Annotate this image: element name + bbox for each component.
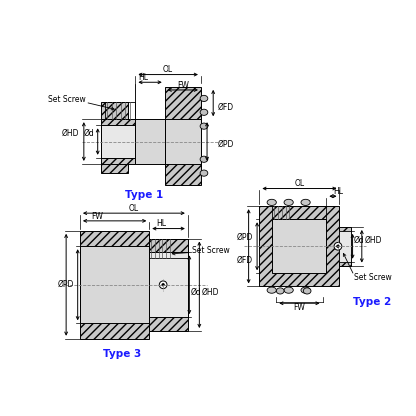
Ellipse shape: [267, 199, 276, 206]
Circle shape: [334, 243, 342, 250]
Text: ØHD: ØHD: [202, 288, 219, 297]
Text: OL: OL: [163, 65, 173, 74]
Ellipse shape: [301, 199, 310, 206]
Text: HL: HL: [156, 220, 166, 228]
Text: ØPD: ØPD: [218, 139, 234, 149]
Ellipse shape: [200, 95, 208, 102]
Ellipse shape: [284, 287, 293, 293]
Bar: [136, 119, 165, 164]
Bar: [101, 164, 128, 173]
Bar: [284, 231, 315, 262]
Ellipse shape: [200, 109, 208, 115]
Bar: [339, 227, 351, 265]
Text: HL: HL: [333, 187, 343, 196]
Text: Ød: Ød: [84, 129, 94, 138]
Bar: [339, 231, 351, 262]
Text: ØHD: ØHD: [62, 129, 79, 138]
Text: HL: HL: [138, 73, 148, 82]
Bar: [260, 206, 339, 286]
Bar: [101, 119, 136, 164]
Text: Set Screw: Set Screw: [47, 95, 85, 104]
Ellipse shape: [267, 287, 276, 293]
Text: FW: FW: [178, 81, 190, 90]
Text: Type 1: Type 1: [125, 190, 163, 200]
Bar: [101, 125, 136, 158]
Circle shape: [337, 245, 339, 248]
Bar: [149, 238, 188, 331]
Ellipse shape: [200, 123, 208, 129]
Bar: [165, 87, 201, 185]
Bar: [105, 102, 136, 119]
Text: Type 3: Type 3: [103, 349, 141, 359]
Ellipse shape: [200, 156, 208, 162]
Bar: [149, 253, 188, 317]
Bar: [80, 231, 149, 339]
Text: Ød: Ød: [191, 288, 202, 297]
Ellipse shape: [301, 287, 310, 293]
Ellipse shape: [284, 199, 293, 206]
Text: ØPD: ØPD: [57, 280, 74, 289]
Text: OL: OL: [129, 204, 139, 213]
Text: OL: OL: [295, 179, 305, 188]
Bar: [80, 246, 149, 323]
Ellipse shape: [303, 288, 311, 294]
Text: ØFD: ØFD: [218, 103, 234, 112]
Text: Set Screw: Set Screw: [192, 245, 229, 255]
Circle shape: [162, 283, 164, 286]
Text: Ød: Ød: [354, 235, 365, 245]
Text: FW: FW: [91, 212, 103, 221]
Bar: [101, 102, 128, 119]
Ellipse shape: [276, 288, 284, 294]
Bar: [272, 206, 327, 219]
Text: FW: FW: [294, 303, 305, 312]
Circle shape: [159, 281, 167, 289]
Text: Type 2: Type 2: [353, 297, 391, 307]
Bar: [165, 119, 201, 164]
Text: ØPD: ØPD: [237, 233, 253, 242]
Text: ØHD: ØHD: [365, 235, 382, 245]
Text: Set Screw: Set Screw: [354, 272, 392, 282]
Bar: [272, 219, 327, 273]
Ellipse shape: [200, 170, 208, 176]
Bar: [149, 238, 188, 258]
Text: ØFD: ØFD: [237, 255, 253, 265]
